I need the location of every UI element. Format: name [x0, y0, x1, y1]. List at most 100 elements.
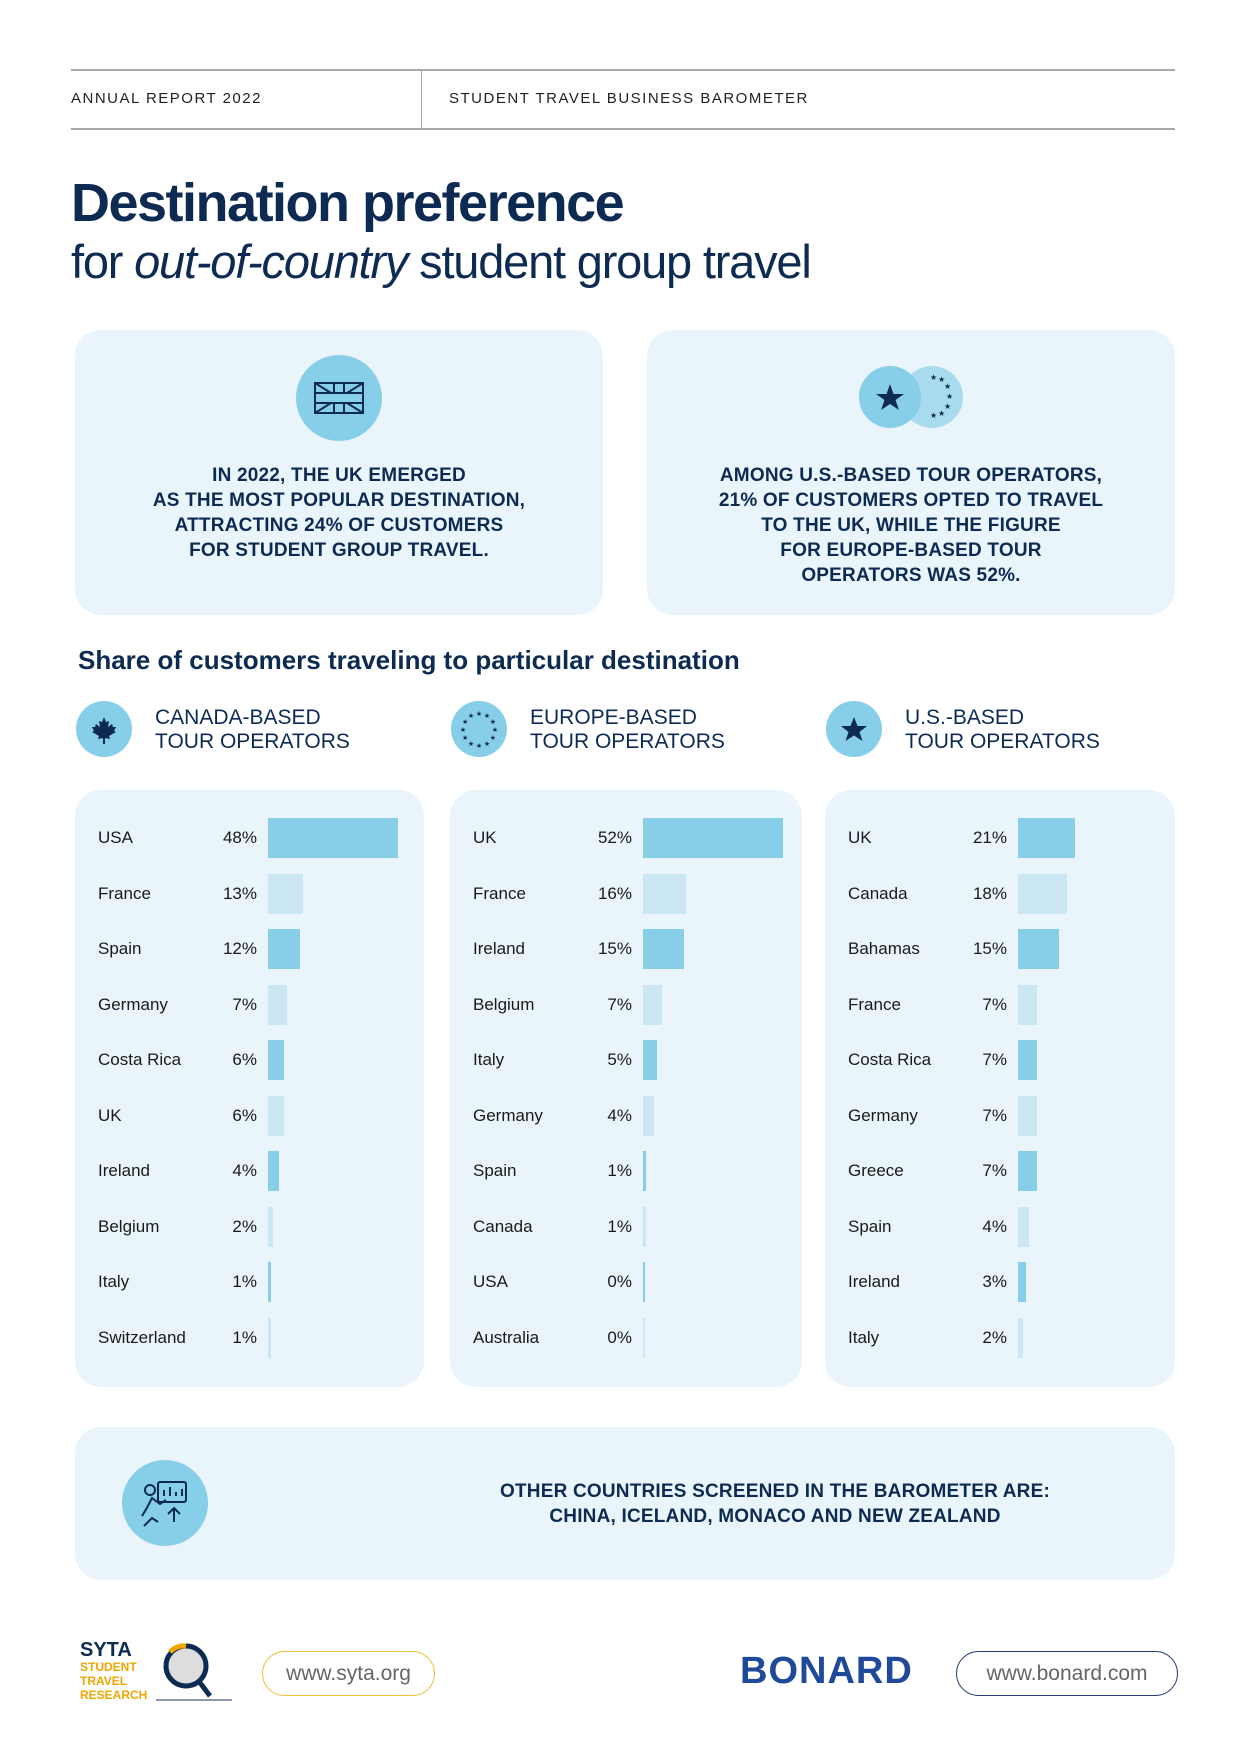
other-line: OTHER COUNTRIES SCREENED IN THE BAROMETE…: [499, 1481, 1051, 1502]
svg-text:★: ★: [938, 375, 945, 384]
info-line: to the UK, while the figure: [761, 515, 1061, 536]
operator-title-line: U.S.-BASED: [905, 706, 1025, 729]
chart-panel-europe: UK 52% France 16% Ireland 15% Belgium 7% Italy 5%…: [450, 790, 802, 1387]
category-label: Germany: [98, 994, 168, 1014]
operator-title-line: TOUR OPERATORS: [155, 730, 350, 753]
chart-row: Spain 12%: [75, 929, 424, 969]
value-label: 7%: [232, 994, 257, 1014]
chart-row: Belgium 7%: [450, 984, 802, 1025]
chart-row: Germany 4%: [450, 1095, 802, 1136]
maple-leaf-icon: [76, 701, 132, 757]
value-label: 2%: [232, 1216, 257, 1236]
value-label: 7%: [607, 994, 632, 1014]
value-label: 12%: [222, 939, 257, 958]
svg-text:★: ★: [468, 712, 474, 720]
bar: [643, 1317, 645, 1358]
value-label: 2%: [982, 1327, 1007, 1347]
bar: [268, 1317, 271, 1358]
value-label: 48%: [222, 828, 257, 847]
category-label: Bahamas: [848, 939, 920, 958]
subtitle-italic: out-of-country: [134, 235, 408, 288]
page-subtitle: for out-of-country student group travel: [71, 234, 812, 289]
svg-text:★: ★: [484, 740, 490, 748]
chart-row: UK 52%: [450, 818, 802, 858]
value-label: 7%: [982, 1050, 1007, 1069]
value-label: 1%: [607, 1216, 632, 1236]
svg-text:★: ★: [938, 409, 945, 418]
category-label: Canada: [473, 1216, 533, 1236]
bar: [643, 929, 684, 969]
info-line: attracting 24% of customers: [174, 515, 504, 536]
info-card-uk: In 2022, the UK emerged as the most popul…: [75, 330, 603, 615]
bar: [1018, 984, 1037, 1025]
value-label: 7%: [982, 1161, 1007, 1180]
value-label: 21%: [972, 828, 1007, 847]
bar: [1018, 873, 1067, 914]
chart-row: Italy 5%: [450, 1040, 802, 1080]
chart-row: Costa Rica 6%: [75, 1040, 424, 1080]
value-label: 52%: [597, 828, 632, 847]
value-label: 1%: [607, 1161, 632, 1180]
category-label: Germany: [848, 1105, 918, 1125]
value-label: 18%: [972, 883, 1007, 903]
page-title: Destination preference: [71, 173, 625, 233]
info-line: Among U.S.-based tour operators,: [719, 465, 1103, 486]
chart-row: Canada 18%: [825, 873, 1175, 914]
presentation-chart-icon: [122, 1460, 208, 1546]
svg-text:★: ★: [484, 712, 490, 720]
category-label: Switzerland: [98, 1327, 186, 1347]
category-label: Costa Rica: [848, 1050, 932, 1069]
bar: [268, 1206, 274, 1247]
bar: [643, 1262, 645, 1302]
bar: [1018, 1095, 1037, 1136]
chart-row: Greece 7%: [825, 1151, 1175, 1191]
category-label: Australia: [473, 1327, 540, 1347]
category-label: UK: [98, 1105, 122, 1125]
chart-row: Italy 2%: [825, 1317, 1175, 1358]
svg-text:★: ★: [490, 718, 496, 726]
category-label: Belgium: [473, 994, 535, 1014]
bar: [268, 984, 287, 1025]
chart-row: USA 48%: [75, 818, 424, 858]
svg-text:★: ★: [490, 734, 496, 742]
header-divider: [421, 70, 422, 129]
other-countries-card: OTHER COUNTRIES SCREENED IN THE BAROMETE…: [75, 1427, 1175, 1580]
info-line: In 2022, the UK emerged: [212, 465, 466, 486]
category-label: Italy: [473, 1050, 505, 1069]
value-label: 15%: [597, 939, 632, 958]
category-label: USA: [98, 828, 133, 847]
bar: [268, 1095, 285, 1136]
bar: [1018, 1206, 1029, 1247]
chart-row: Bahamas 15%: [825, 929, 1175, 969]
bar: [268, 1262, 271, 1302]
operator-title-line: TOUR OPERATORS: [905, 730, 1100, 753]
value-label: 13%: [222, 883, 257, 903]
svg-text:★: ★: [476, 742, 482, 750]
svg-text:★: ★: [944, 402, 951, 411]
header-publication-label: STUDENT TRAVEL BUSINESS BAROMETER: [449, 90, 809, 107]
chart-row: Ireland 3%: [825, 1262, 1175, 1302]
value-label: 7%: [982, 994, 1007, 1014]
bonard-url-link[interactable]: www.bonard.com: [956, 1651, 1178, 1696]
value-label: 4%: [607, 1105, 632, 1125]
chart-row: Italy 1%: [75, 1262, 424, 1302]
info-line: 21% of customers opted to travel: [718, 490, 1104, 511]
chart-row: Spain 1%: [450, 1151, 802, 1191]
info-line: as the most popular destination,: [152, 490, 526, 511]
chart-row: Canada 1%: [450, 1206, 802, 1247]
header-bottom-rule: [71, 128, 1175, 130]
other-countries-text: OTHER COUNTRIES SCREENED IN THE BAROMETE…: [465, 1479, 1085, 1529]
category-label: Ireland: [848, 1272, 900, 1291]
value-label: 0%: [607, 1327, 632, 1347]
us-eu-star-icon: ★ ★ ★ ★ ★ ★ ★: [858, 365, 964, 429]
svg-text:★: ★: [460, 726, 466, 734]
bar: [1018, 1317, 1024, 1358]
chart-row: Spain 4%: [825, 1206, 1175, 1247]
category-label: Germany: [473, 1105, 543, 1125]
svg-text:★: ★: [930, 373, 937, 382]
value-label: 15%: [972, 939, 1007, 958]
bar: [268, 929, 301, 969]
bar: [1018, 1040, 1037, 1080]
subtitle-pre: for: [71, 235, 135, 288]
syta-url-link[interactable]: www.syta.org: [262, 1651, 435, 1696]
